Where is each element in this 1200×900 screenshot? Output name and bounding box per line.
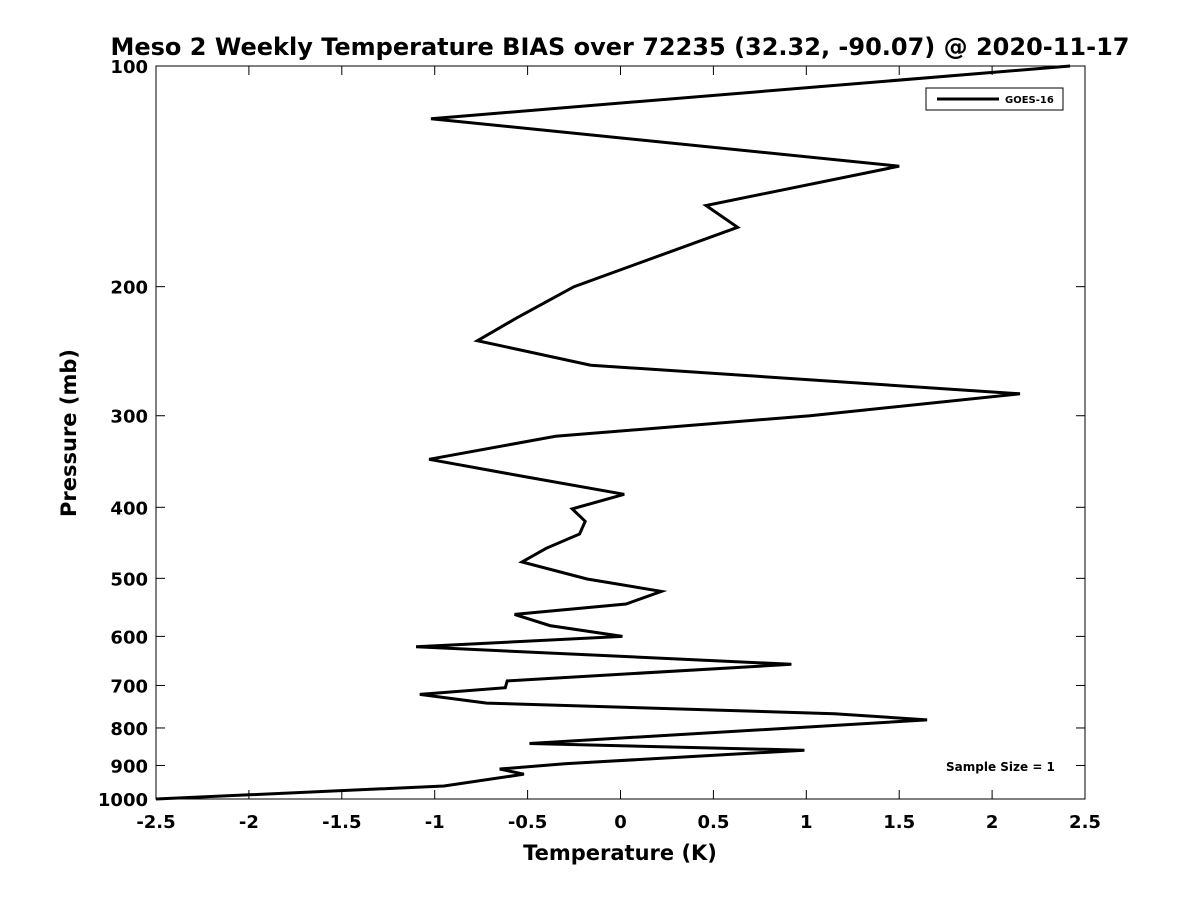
x-tick-label: 2.5 <box>1069 812 1101 833</box>
y-tick-label: 1000 <box>98 790 148 811</box>
x-tick-label: -1.5 <box>322 812 361 833</box>
y-tick-label: 200 <box>110 278 148 299</box>
series-line-goes-16 <box>155 64 1071 801</box>
chart-title: Meso 2 Weekly Temperature BIAS over 7223… <box>110 33 1129 61</box>
y-tick-label: 600 <box>110 627 148 648</box>
sample-size-annotation: Sample Size = 1 <box>946 760 1055 774</box>
x-tick-label: 2 <box>986 812 999 833</box>
x-tick-label: 0 <box>614 812 627 833</box>
x-tick-label: -2.5 <box>136 812 175 833</box>
series-layer <box>155 64 1071 801</box>
y-tick-label: 300 <box>110 407 148 428</box>
y-tick-label: 500 <box>110 569 148 590</box>
y-tick-label: 700 <box>110 676 148 697</box>
y-axis-label: Pressure (mb) <box>57 349 81 517</box>
y-tick-label: 100 <box>110 57 148 78</box>
x-tick-label: -1 <box>425 812 445 833</box>
x-tick-label: 0.5 <box>697 812 729 833</box>
y-axis: 100 200 300 400 500 600 700 800 900 1000 <box>98 57 1085 811</box>
x-tick-label: -0.5 <box>508 812 547 833</box>
legend: GOES-16 <box>925 87 1064 111</box>
y-tick-label: 900 <box>110 756 148 777</box>
legend-label-goes-16: GOES-16 <box>1005 95 1054 106</box>
x-tick-label: -2 <box>239 812 259 833</box>
x-tick-label: 1 <box>800 812 813 833</box>
x-tick-label: 1.5 <box>883 812 915 833</box>
x-axis: -2.5 -2 -1.5 -1 -0.5 0 0.5 1 1.5 2 2.5 <box>136 66 1101 833</box>
x-axis-label: Temperature (K) <box>523 841 717 865</box>
y-tick-label: 400 <box>110 498 148 519</box>
y-tick-label: 800 <box>110 719 148 740</box>
